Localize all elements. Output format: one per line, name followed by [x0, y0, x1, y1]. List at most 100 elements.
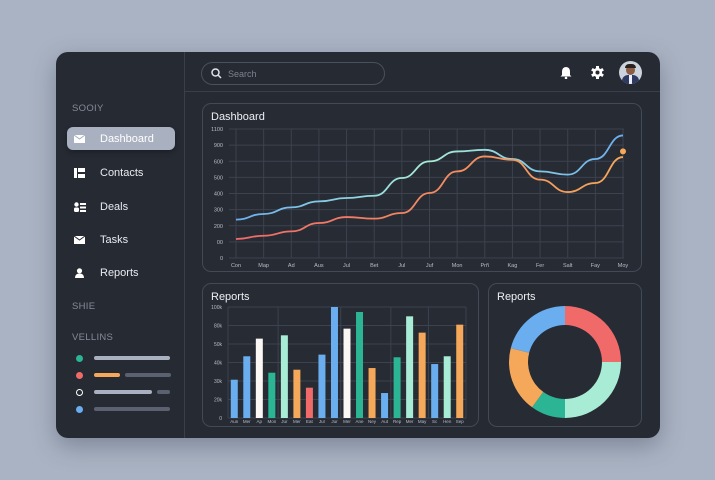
- y-tick-label: 100k: [211, 305, 222, 311]
- x-tick-label: May: [418, 419, 427, 424]
- x-tick-label: Mon: [452, 263, 463, 269]
- donut-slice: [509, 348, 544, 408]
- x-tick-label: Jur: [319, 419, 326, 424]
- y-tick-label: 600: [214, 159, 223, 165]
- top-bar: Search: [185, 52, 660, 92]
- line-chart-panel: Dashboard 0 00 200 300 400 500 600 900 1100 Con Ma…: [202, 103, 642, 272]
- x-tick-label: Fay: [591, 263, 600, 269]
- sidebar-item-label: Reports: [100, 266, 139, 279]
- end-marker: [620, 148, 626, 155]
- x-tick-label: Mer: [293, 419, 301, 424]
- sidebar-item-label: Contacts: [100, 166, 144, 179]
- x-tick-label: Mer: [406, 419, 414, 424]
- sidebar-section-label: SHIE: [72, 301, 96, 312]
- dot-icon: [76, 354, 83, 362]
- x-tick-label: Fer: [536, 263, 544, 269]
- x-tick-label: Aut: [381, 419, 389, 424]
- user-icon: [74, 267, 86, 278]
- y-tick-label: 400: [214, 192, 223, 198]
- bar: [381, 393, 389, 418]
- x-tick-label: Juf: [426, 263, 434, 269]
- app-window: SOOIY Dashboard Contacts Deals Tasks Rep…: [56, 52, 660, 438]
- bar: [305, 387, 313, 418]
- x-tick-label: Jul: [398, 263, 405, 269]
- sidebar-item-deals[interactable]: Deals: [67, 195, 175, 218]
- x-tick-label: Mon: [267, 419, 276, 424]
- bar: [318, 354, 326, 418]
- x-tick-label: Prñ: [481, 263, 490, 269]
- sidebar-item-label: Tasks: [100, 233, 129, 246]
- x-tick-label: Jur: [331, 419, 338, 424]
- x-tick-label: Con: [231, 263, 241, 269]
- dot-icon: [76, 371, 83, 379]
- bar: [330, 307, 338, 418]
- y-tick-label: 00: [217, 240, 223, 246]
- x-tick-label: Mer: [243, 419, 251, 424]
- donut-slice: [532, 391, 565, 418]
- bar: [280, 335, 288, 418]
- bar: [393, 357, 401, 418]
- sidebar-item-tasks[interactable]: Tasks: [67, 228, 175, 251]
- bar: [406, 316, 414, 418]
- x-tick-label: Moy: [618, 263, 629, 269]
- sidebar-item-label: Deals: [100, 200, 129, 213]
- bar: [456, 324, 464, 418]
- legend-item: [76, 354, 175, 362]
- series-line: [235, 134, 624, 221]
- x-tick-label: Sep: [456, 419, 465, 424]
- bar: [255, 338, 263, 418]
- bar: [268, 372, 276, 418]
- bar: [230, 379, 238, 418]
- x-tick-label: Ad: [288, 263, 295, 269]
- bar: [243, 356, 251, 418]
- x-tick-label: Map: [258, 263, 269, 269]
- sidebar-item-dashboard[interactable]: Dashboard: [67, 127, 175, 150]
- sidebar-section-label: SOOIY: [72, 103, 104, 114]
- y-tick-label: 30k: [214, 379, 223, 385]
- x-tick-label: Kag: [508, 263, 518, 269]
- legend-item: [76, 388, 175, 396]
- y-tick-label: 900: [214, 143, 223, 149]
- x-tick-label: Rep: [393, 419, 402, 424]
- y-tick-label: 1100: [211, 127, 223, 133]
- donut-slice: [565, 362, 621, 418]
- bar: [343, 328, 351, 418]
- y-tick-label: 0: [220, 256, 223, 262]
- y-tick-label: 300: [214, 208, 223, 214]
- dot-icon: [76, 405, 83, 413]
- bell-icon[interactable]: [560, 66, 572, 79]
- y-tick-label: 50k: [214, 342, 223, 348]
- list-icon: [74, 167, 86, 178]
- x-tick-label: Sc: [432, 419, 438, 424]
- sidebar-item-label: Dashboard: [100, 132, 154, 145]
- x-tick-label: Jur: [281, 419, 288, 424]
- envelope-icon: [73, 235, 86, 245]
- circle-icon: [76, 388, 83, 396]
- y-tick-label: 200: [214, 224, 223, 230]
- x-tick-label: Salt: [563, 263, 573, 269]
- y-tick-label: 500: [214, 175, 223, 181]
- sidebar-item-reports[interactable]: Reports: [67, 261, 175, 284]
- mail-icon: [73, 134, 86, 144]
- sidebar-item-contacts[interactable]: Contacts: [67, 161, 175, 184]
- y-tick-label: 40k: [214, 361, 223, 367]
- donut-chart-panel: Reports: [488, 283, 642, 427]
- bar: [356, 311, 364, 418]
- donut-slice: [565, 306, 621, 362]
- donut-chart: [509, 306, 621, 418]
- sidebar: SOOIY Dashboard Contacts Deals Tasks Rep…: [56, 52, 185, 438]
- gear-icon[interactable]: [591, 66, 604, 79]
- x-tick-label: Ney: [368, 419, 377, 424]
- x-tick-label: Mer: [343, 419, 351, 424]
- x-tick-label: Ane: [356, 419, 365, 424]
- search-input[interactable]: Search: [201, 62, 385, 85]
- avatar[interactable]: [619, 61, 642, 84]
- legend-item: [76, 371, 176, 379]
- x-tick-label: Jul: [343, 263, 350, 269]
- y-tick-label: 80k: [214, 324, 223, 330]
- bar: [431, 364, 439, 418]
- y-tick-label: 0: [219, 416, 222, 422]
- search-icon: [211, 68, 222, 79]
- bar-chart: 0 20k 30k 40k 50k 80k 100k Aun Mer Ap Mon Jur Mer Eat…: [211, 305, 467, 424]
